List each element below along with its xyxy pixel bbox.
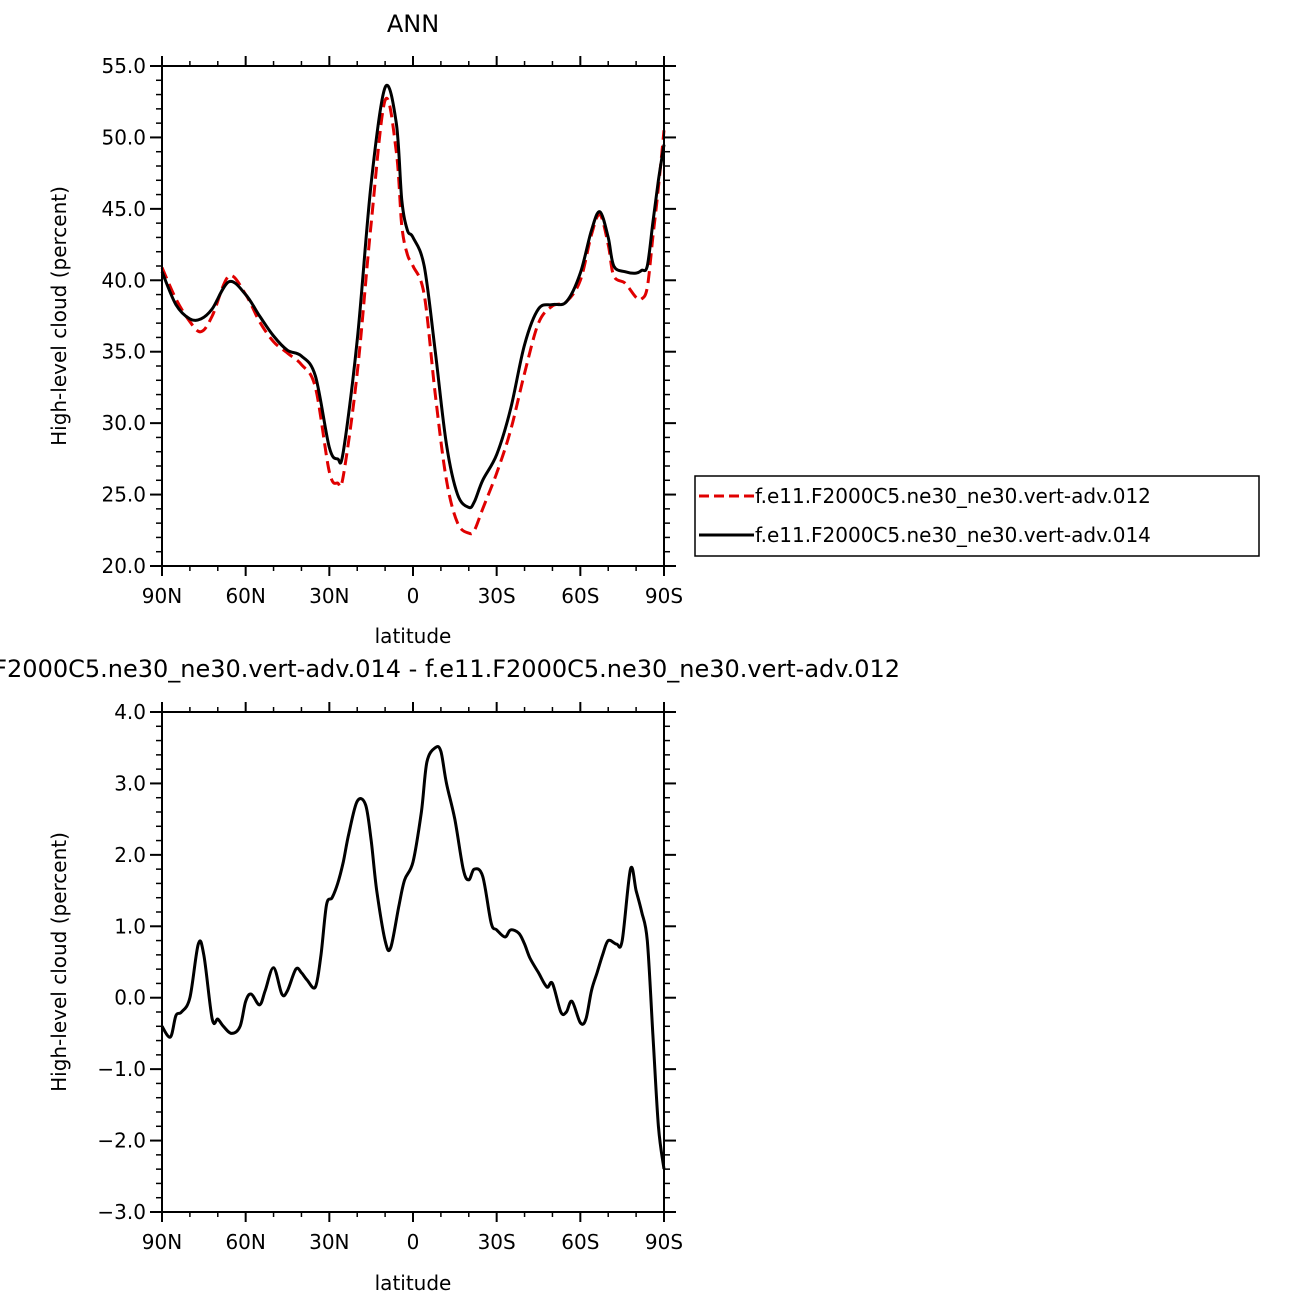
top-x-tick-label: 90S — [645, 584, 683, 608]
top-series-line-2 — [160, 83, 666, 510]
top-x-tick-label: 60N — [225, 584, 265, 608]
top-x-tick-label: 0 — [407, 584, 420, 608]
bottom-y-tick-label: −3.0 — [97, 1200, 146, 1224]
top-y-tick-label: 35.0 — [101, 340, 146, 364]
bottom-y-tick-label: 0.0 — [114, 986, 146, 1010]
bottom-x-axis-label: latitude — [375, 1271, 452, 1295]
bottom-y-tick-label: 1.0 — [114, 914, 146, 938]
bottom-tick-labels: 90N 60N 30N 0 30S 60S 90S −3.0 −2.0 −1.0 0.0 1.0 2.0… — [97, 700, 683, 1254]
top-y-tick-label: 30.0 — [101, 411, 146, 435]
top-x-tick-label: 30N — [309, 584, 349, 608]
bottom-series-lines — [160, 744, 666, 1170]
bottom-y-tick-label: 4.0 — [114, 700, 146, 724]
top-plot-frame — [161, 65, 665, 567]
top-x-tick-label: 60S — [561, 584, 599, 608]
bottom-y-tick-label: 3.0 — [114, 771, 146, 795]
bottom-x-tick-label: 60S — [561, 1230, 599, 1254]
legend: f.e11.F2000C5.ne30_ne30.vert-adv.012 f.e… — [694, 475, 1260, 557]
top-series-line-1 — [160, 96, 666, 536]
bottom-series-line-1 — [160, 744, 666, 1170]
bottom-y-tick-label: −1.0 — [97, 1057, 146, 1081]
top-y-axis-label: High-level cloud (percent) — [47, 186, 71, 446]
legend-box — [694, 475, 1260, 557]
top-x-axis-label: latitude — [375, 624, 452, 648]
top-series-lines — [160, 83, 666, 536]
top-axis-ticks — [150, 56, 676, 576]
bottom-x-tick-label: 30S — [478, 1230, 516, 1254]
top-y-tick-label: 45.0 — [101, 197, 146, 221]
bottom-y-tick-label: 2.0 — [114, 843, 146, 867]
bottom-axis-ticks — [150, 702, 676, 1222]
top-x-tick-label: 90N — [142, 584, 182, 608]
bottom-x-tick-label: 90S — [645, 1230, 683, 1254]
bottom-y-axis-label: High-level cloud (percent) — [47, 832, 71, 1092]
top-y-tick-label: 40.0 — [101, 268, 146, 292]
bottom-plot-frame — [161, 711, 665, 1213]
bottom-x-tick-label: 0 — [407, 1230, 420, 1254]
bottom-x-tick-label: 90N — [142, 1230, 182, 1254]
legend-label-series-2: f.e11.F2000C5.ne30_ne30.vert-adv.014 — [755, 523, 1151, 547]
top-chart-title: ANN — [387, 10, 439, 38]
legend-label-series-1: f.e11.F2000C5.ne30_ne30.vert-adv.012 — [755, 484, 1151, 508]
top-tick-labels: 90N 60N 30N 0 30S 60S 90S 20.0 25.0 30.0 35.0 40.0 4… — [101, 54, 683, 608]
top-y-tick-label: 50.0 — [101, 125, 146, 149]
bottom-x-tick-label: 60N — [225, 1230, 265, 1254]
bottom-x-tick-label: 30N — [309, 1230, 349, 1254]
bottom-chart-title: f.e11.F2000C5.ne30_ne30.vert-adv.014 - f… — [0, 655, 900, 683]
top-y-tick-label: 55.0 — [101, 54, 146, 78]
bottom-y-tick-label: −2.0 — [97, 1129, 146, 1153]
top-y-tick-label: 20.0 — [101, 554, 146, 578]
top-x-tick-label: 30S — [478, 584, 516, 608]
bottom-panel: f.e11.F2000C5.ne30_ne30.vert-adv.014 - f… — [0, 655, 900, 1295]
top-y-tick-label: 25.0 — [101, 483, 146, 507]
top-panel: ANN High-level cloud (percent) latitude … — [47, 10, 683, 648]
